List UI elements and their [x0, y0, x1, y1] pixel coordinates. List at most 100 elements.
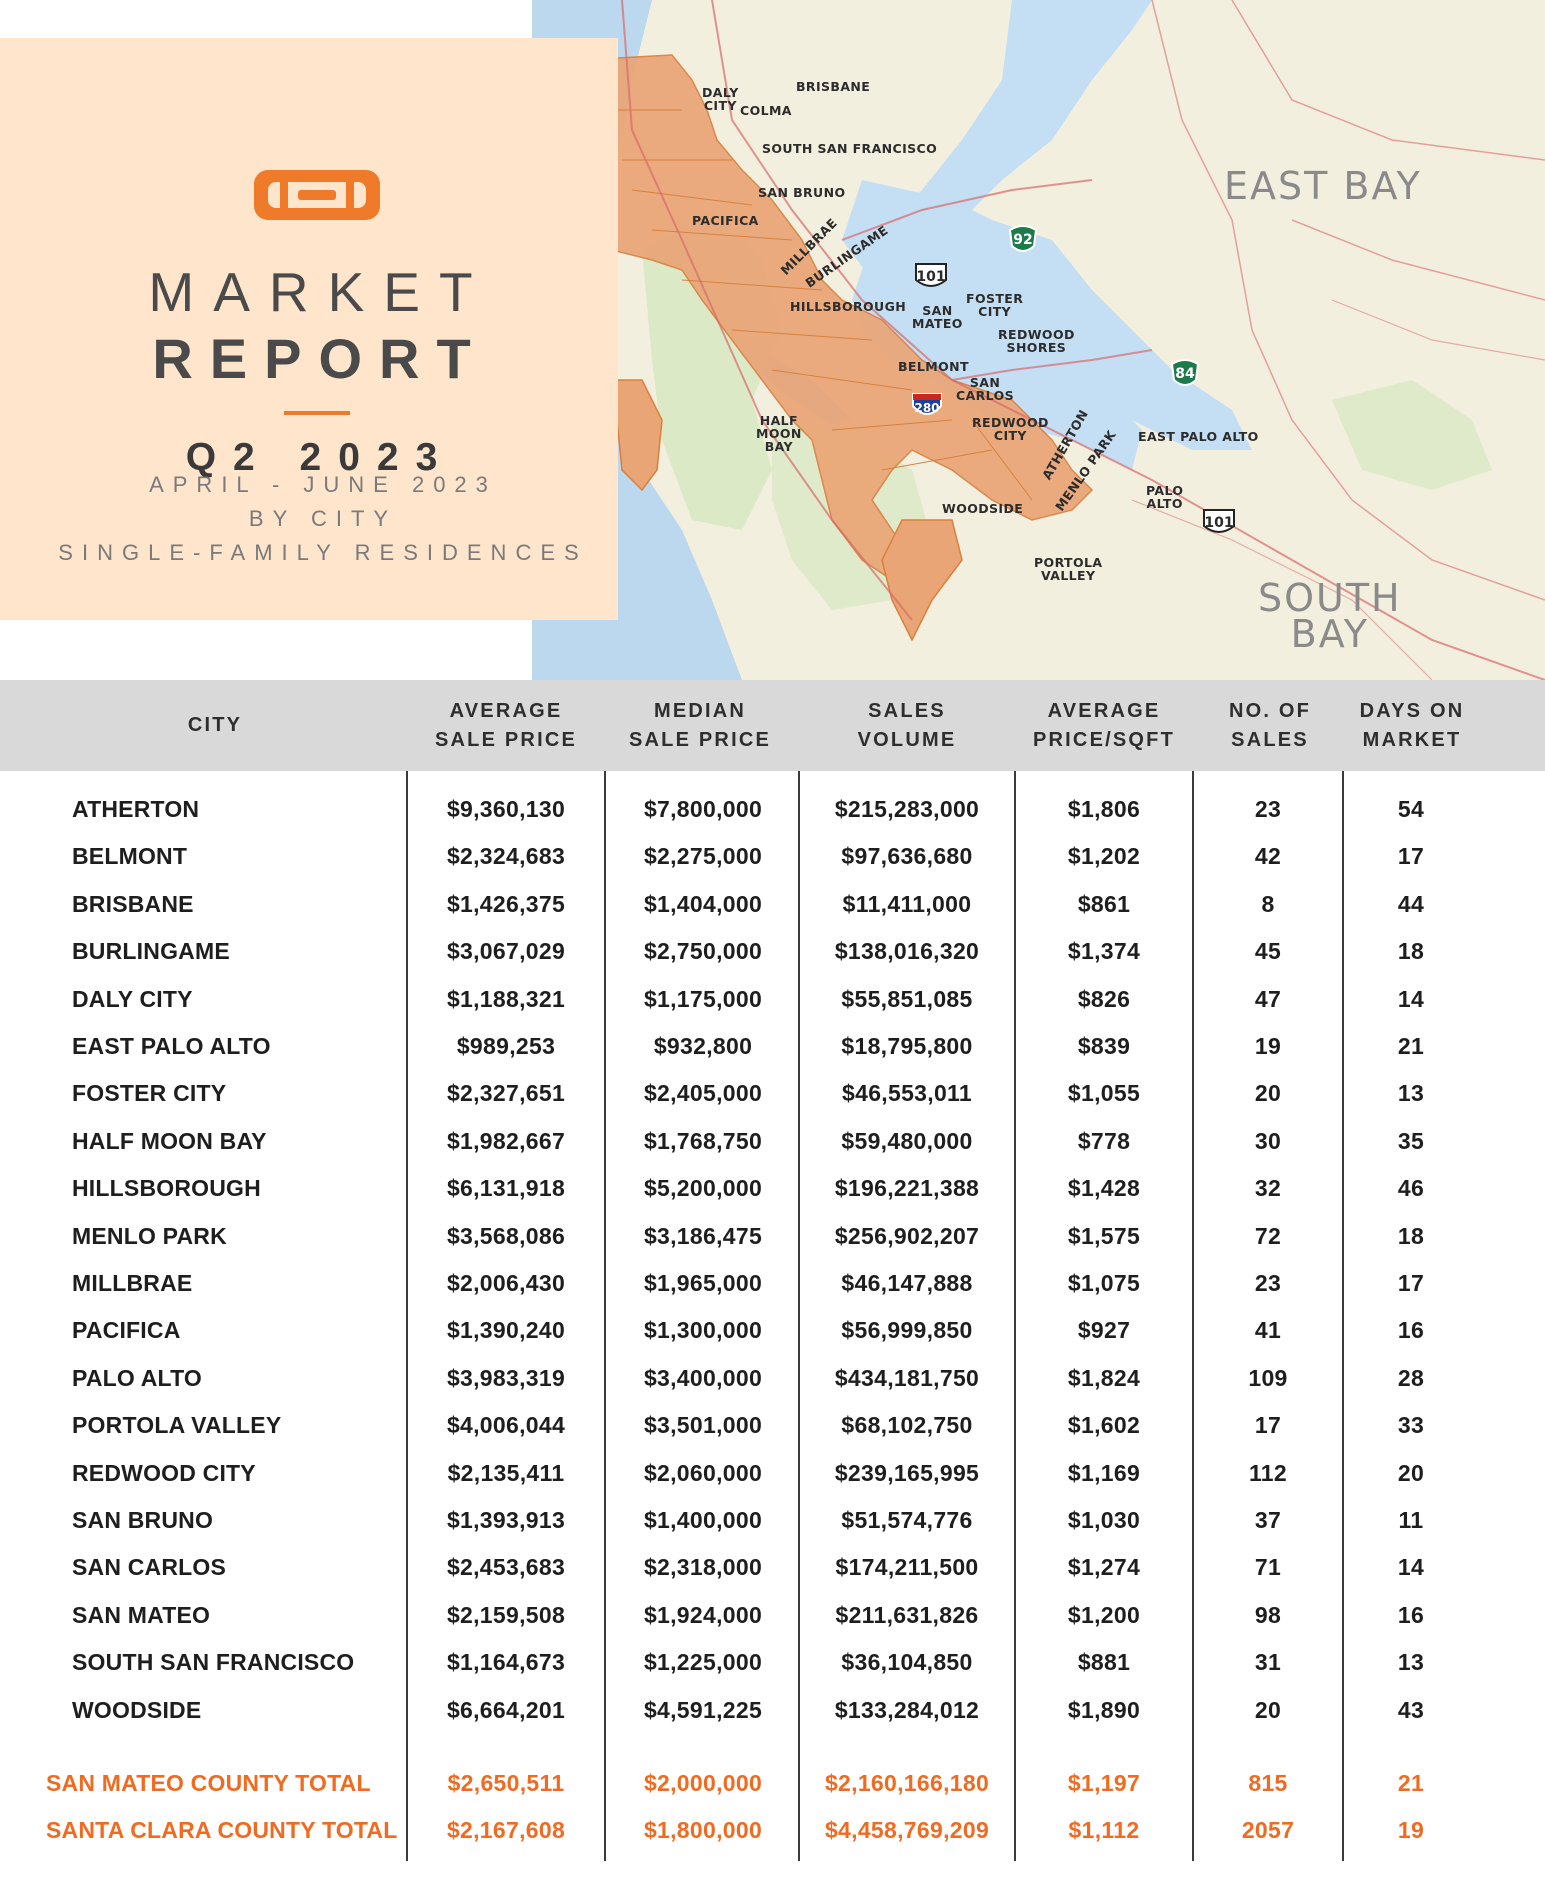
cell-average-sale-price: $2,324,683 — [446, 843, 566, 869]
table-row: SAN BRUNO $1,393,913 $1,400,000 $51,574,776… — [0, 1497, 1545, 1544]
cell-sales-volume: $18,795,800 — [841, 1033, 973, 1059]
table-row: HALF MOON BAY $1,982,667 $1,768,750 $59,480… — [0, 1118, 1545, 1165]
cell-median-sale-price: $2,060,000 — [643, 1460, 763, 1486]
cell-city: HILLSBOROUGH — [72, 1175, 261, 1201]
column-header-average-sale-price: AVERAGE SALE PRICE — [434, 699, 578, 751]
map-label-pacifica: PACIFICA — [692, 213, 759, 228]
cell-average-price-sqft: $1,274 — [1067, 1554, 1141, 1580]
cell-number-of-sales: 2057 — [1241, 1817, 1295, 1843]
cell-days-on-market: 18 — [1397, 1223, 1425, 1249]
map-label-hillsborough: HILLSBOROUGH — [790, 299, 907, 314]
cell-average-sale-price: $1,982,667 — [446, 1128, 566, 1154]
cell-number-of-sales: 72 — [1254, 1223, 1282, 1249]
cell-average-sale-price: $6,131,918 — [446, 1175, 566, 1201]
cell-average-sale-price: $2,453,683 — [446, 1554, 566, 1580]
cell-number-of-sales: 19 — [1254, 1033, 1282, 1059]
cell-city: PORTOLA VALLEY — [72, 1412, 282, 1438]
cell-days-on-market: 33 — [1397, 1412, 1425, 1438]
column-header-average-price-sqft: AVERAGE PRICE/SQFT — [1032, 699, 1175, 751]
table-header: CITY AVERAGE SALE PRICE MEDIAN SALE PRIC… — [0, 680, 1545, 771]
cell-days-on-market: 44 — [1397, 891, 1425, 917]
table-row: PORTOLA VALLEY $4,006,044 $3,501,000 $68,10… — [0, 1402, 1545, 1449]
highway-101-shield-south: 101 — [1202, 508, 1236, 538]
cell-days-on-market: 46 — [1397, 1175, 1425, 1201]
cell-days-on-market: 14 — [1397, 1554, 1425, 1580]
map-region-east-bay: EAST BAY — [1224, 164, 1422, 208]
map-label-san-mateo: SAN MATEO — [912, 303, 963, 331]
column-divider — [1192, 771, 1194, 1861]
cell-median-sale-price: $5,200,000 — [643, 1175, 763, 1201]
highway-84-shield: 84 — [1168, 358, 1202, 388]
cell-average-price-sqft: $1,055 — [1067, 1080, 1141, 1106]
table-row: ATHERTON $9,360,130 $7,800,000 $215,283,000… — [0, 786, 1545, 833]
cell-city: WOODSIDE — [72, 1697, 202, 1723]
cell-average-sale-price: $1,426,375 — [446, 891, 566, 917]
table-row: EAST PALO ALTO $989,253 $932,800 $18,795,80… — [0, 1023, 1545, 1070]
cell-number-of-sales: 112 — [1248, 1460, 1287, 1486]
table-row: DALY CITY $1,188,321 $1,175,000 $55,851,085… — [0, 976, 1545, 1023]
cell-sales-volume: $256,902,207 — [834, 1223, 980, 1249]
brand-logo — [254, 170, 380, 220]
table-row: MILLBRAE $2,006,430 $1,965,000 $46,147,888 $… — [0, 1260, 1545, 1307]
cell-days-on-market: 20 — [1397, 1460, 1425, 1486]
table-row: WOODSIDE $6,664,201 $4,591,225 $133,284,012… — [0, 1687, 1545, 1734]
cell-average-sale-price: $1,164,673 — [446, 1649, 566, 1675]
table-row: SAN MATEO $2,159,508 $1,924,000 $211,631,82… — [0, 1592, 1545, 1639]
map-label-redwood-city: REDWOOD CITY — [972, 415, 1049, 443]
cell-days-on-market: 35 — [1397, 1128, 1425, 1154]
cell-average-sale-price: $3,568,086 — [446, 1223, 566, 1249]
cell-city: SAN MATEO — [72, 1602, 211, 1628]
cell-number-of-sales: 71 — [1254, 1554, 1282, 1580]
map-label-south-san-francisco: SOUTH SAN FRANCISCO — [762, 141, 938, 156]
cell-sales-volume: $138,016,320 — [834, 938, 980, 964]
map-region-south-bay: SOUTH BAY — [1258, 576, 1402, 656]
highway-280-shield: 280 — [910, 390, 944, 420]
cell-sales-volume: $196,221,388 — [834, 1175, 980, 1201]
subtitle-by-city: BY CITY — [248, 506, 398, 531]
cell-number-of-sales: 8 — [1261, 891, 1275, 917]
cell-average-price-sqft: $1,374 — [1067, 938, 1141, 964]
cell-sales-volume: $59,480,000 — [841, 1128, 973, 1154]
cell-average-sale-price: $1,390,240 — [446, 1317, 566, 1343]
cell-sales-volume: $68,102,750 — [841, 1412, 973, 1438]
cell-city: SOUTH SAN FRANCISCO — [72, 1649, 355, 1675]
cell-city: MILLBRAE — [72, 1270, 193, 1296]
cell-days-on-market: 16 — [1397, 1602, 1425, 1628]
cell-city: HALF MOON BAY — [72, 1128, 267, 1154]
cell-median-sale-price: $2,405,000 — [643, 1080, 763, 1106]
table-row: HILLSBOROUGH $6,131,918 $5,200,000 $196,221… — [0, 1165, 1545, 1212]
cell-median-sale-price: $1,404,000 — [643, 891, 763, 917]
map-label-foster-city: FOSTER CITY — [966, 291, 1024, 319]
map-graphic — [532, 0, 1545, 680]
cell-sales-volume: $36,104,850 — [841, 1649, 973, 1675]
table-row: PACIFICA $1,390,240 $1,300,000 $56,999,850 $… — [0, 1307, 1545, 1354]
cell-sales-volume: $46,553,011 — [842, 1080, 972, 1106]
cell-average-price-sqft: $839 — [1077, 1033, 1131, 1059]
cell-average-price-sqft: $1,202 — [1067, 843, 1141, 869]
map-label-brisbane: BRISBANE — [796, 79, 871, 94]
map-label-palo-alto: PALO ALTO — [1146, 483, 1184, 511]
title-divider — [284, 411, 350, 415]
cell-sales-volume: $174,211,500 — [835, 1554, 979, 1580]
cell-city: MENLO PARK — [72, 1223, 227, 1249]
column-header-city: CITY — [187, 714, 243, 736]
cell-days-on-market: 13 — [1397, 1649, 1425, 1675]
total-row: SANTA CLARA COUNTY TOTAL $2,167,608 $1,800… — [0, 1807, 1545, 1854]
cell-days-on-market: 14 — [1397, 986, 1425, 1012]
column-header-number-of-sales: NO. OF SALES — [1228, 699, 1312, 751]
cell-city: EAST PALO ALTO — [72, 1033, 271, 1059]
cell-average-price-sqft: $1,602 — [1067, 1412, 1141, 1438]
cell-median-sale-price: $2,318,000 — [643, 1554, 763, 1580]
map-label-woodside: WOODSIDE — [942, 501, 1024, 516]
cell-average-price-sqft: $1,806 — [1067, 796, 1141, 822]
cell-median-sale-price: $7,800,000 — [643, 796, 763, 822]
cell-median-sale-price: $4,591,225 — [643, 1697, 763, 1723]
column-header-median-sale-price: MEDIAN SALE PRICE — [628, 699, 772, 751]
cell-average-price-sqft: $826 — [1077, 986, 1131, 1012]
cell-number-of-sales: 42 — [1254, 843, 1282, 869]
cell-city: PACIFICA — [72, 1317, 181, 1343]
cell-average-sale-price: $2,650,511 — [447, 1770, 565, 1796]
cell-sales-volume: $239,165,995 — [834, 1460, 980, 1486]
cell-median-sale-price: $1,225,000 — [643, 1649, 763, 1675]
cell-days-on-market: 13 — [1397, 1080, 1425, 1106]
